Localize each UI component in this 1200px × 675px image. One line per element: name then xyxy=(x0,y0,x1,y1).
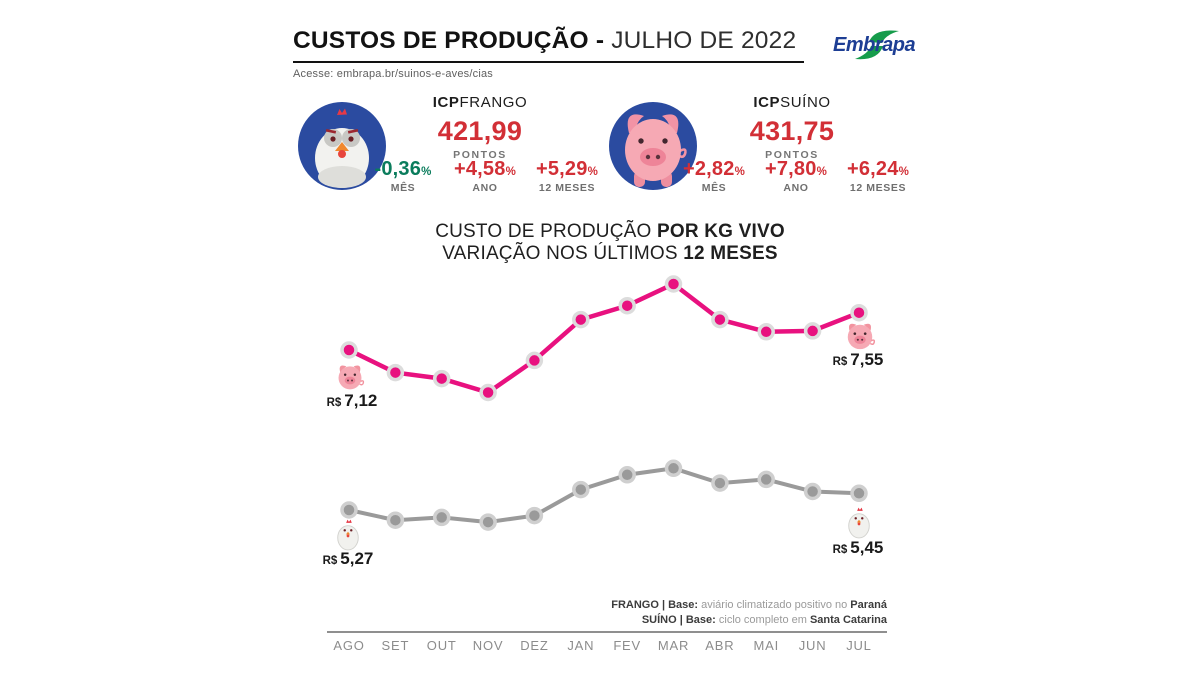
icp-frango-value: 421,99 xyxy=(437,116,523,146)
month-label: OUT xyxy=(426,638,457,653)
icp-suino-value: 431,75 xyxy=(749,116,835,146)
data-point xyxy=(711,474,729,492)
month-label: NOV xyxy=(472,638,504,653)
pig-small-icon xyxy=(844,320,876,357)
month-label: MAR xyxy=(657,638,690,653)
metric-frango-12meses: +5,29% 12 MESES xyxy=(535,158,599,194)
icp-frango-name: ICPFRANGO xyxy=(432,94,528,111)
data-point xyxy=(664,459,683,478)
data-point xyxy=(618,296,636,315)
month-label: JAN xyxy=(567,638,595,653)
data-point xyxy=(340,501,358,519)
series-line-frango xyxy=(348,466,860,525)
metric-suino-mes: +2,82% MÊS xyxy=(682,158,746,194)
month-label: AGO xyxy=(333,638,365,653)
data-point xyxy=(386,511,405,529)
month-label: ABR xyxy=(705,638,735,653)
data-point xyxy=(803,322,822,340)
month-label: DEZ xyxy=(520,638,549,653)
data-point xyxy=(525,351,544,370)
data-point xyxy=(572,480,590,499)
data-point xyxy=(711,310,729,329)
data-point xyxy=(386,363,405,382)
data-point xyxy=(432,508,451,527)
month-label: FEV xyxy=(613,638,641,653)
month-label: MAI xyxy=(753,638,779,653)
pig-icon xyxy=(608,101,698,191)
data-point xyxy=(757,470,775,489)
metric-suino-ano: +7,80% ANO xyxy=(764,158,828,194)
footnote-frango: FRANGO | Base: aviário climatizado posit… xyxy=(611,599,887,611)
embrapa-logo: Embrapa xyxy=(831,28,916,64)
data-point xyxy=(479,513,497,531)
chart-title: CUSTO DE PRODUÇÃO POR KG VIVO VARIAÇÃO N… xyxy=(435,221,785,264)
footnote-suino: SUÍNO | Base: ciclo completo em Santa Ca… xyxy=(641,614,887,626)
title-date: JULHO DE 2022 xyxy=(604,27,797,54)
chicken-icon xyxy=(297,101,387,191)
chicken-small-icon xyxy=(334,519,362,556)
icp-suino-metrics: +2,82% MÊS +7,80% ANO +6,24% 12 MESES xyxy=(682,158,910,194)
page-title: CUSTOS DE PRODUÇÃO - JULHO DE 2022 xyxy=(293,27,805,63)
pig-small-icon xyxy=(335,362,365,397)
data-point xyxy=(757,323,775,341)
frango-start-value: R$ 5,27 xyxy=(322,549,374,568)
metric-suino-12meses: +6,24% 12 MESES xyxy=(846,158,910,194)
metric-frango-ano: +4,58% ANO xyxy=(453,158,517,194)
title-main: CUSTOS DE PRODUÇÃO - xyxy=(293,27,605,54)
chicken-small-icon xyxy=(845,507,873,544)
suino-start-value: R$ 7,12 xyxy=(326,391,378,410)
data-point xyxy=(572,310,590,329)
data-point xyxy=(479,383,497,402)
data-point xyxy=(618,466,636,484)
data-point xyxy=(340,341,358,359)
icp-suino-points-label: PONTOS xyxy=(765,149,819,161)
suino-end-value: R$ 7,55 xyxy=(832,350,884,369)
month-label: JUL xyxy=(846,638,872,653)
data-point xyxy=(432,369,451,388)
month-label: SET xyxy=(381,638,410,653)
data-point xyxy=(664,275,683,293)
data-point xyxy=(850,484,868,503)
frango-end-value: R$ 5,45 xyxy=(832,538,884,557)
access-url: Acesse: embrapa.br/suinos-e-aves/cias xyxy=(293,68,493,80)
icp-frango-points-label: PONTOS xyxy=(453,149,507,161)
icp-frango-metrics: -0,36% MÊS +4,58% ANO +5,29% 12 MESES xyxy=(371,158,599,194)
data-point xyxy=(850,303,868,322)
icp-suino-name: ICPSUÍNO xyxy=(753,94,831,111)
x-axis-line xyxy=(327,631,887,633)
month-label: JUN xyxy=(798,638,827,653)
embrapa-leaf-icon xyxy=(855,30,899,60)
data-point xyxy=(803,482,822,501)
series-line-suino xyxy=(348,281,860,395)
metric-frango-mes: -0,36% MÊS xyxy=(374,158,432,194)
data-point xyxy=(525,506,544,525)
base-footnotes: FRANGO | Base: aviário climatizado posit… xyxy=(611,598,887,628)
embrapa-logo-text: Embrapa xyxy=(833,34,916,56)
